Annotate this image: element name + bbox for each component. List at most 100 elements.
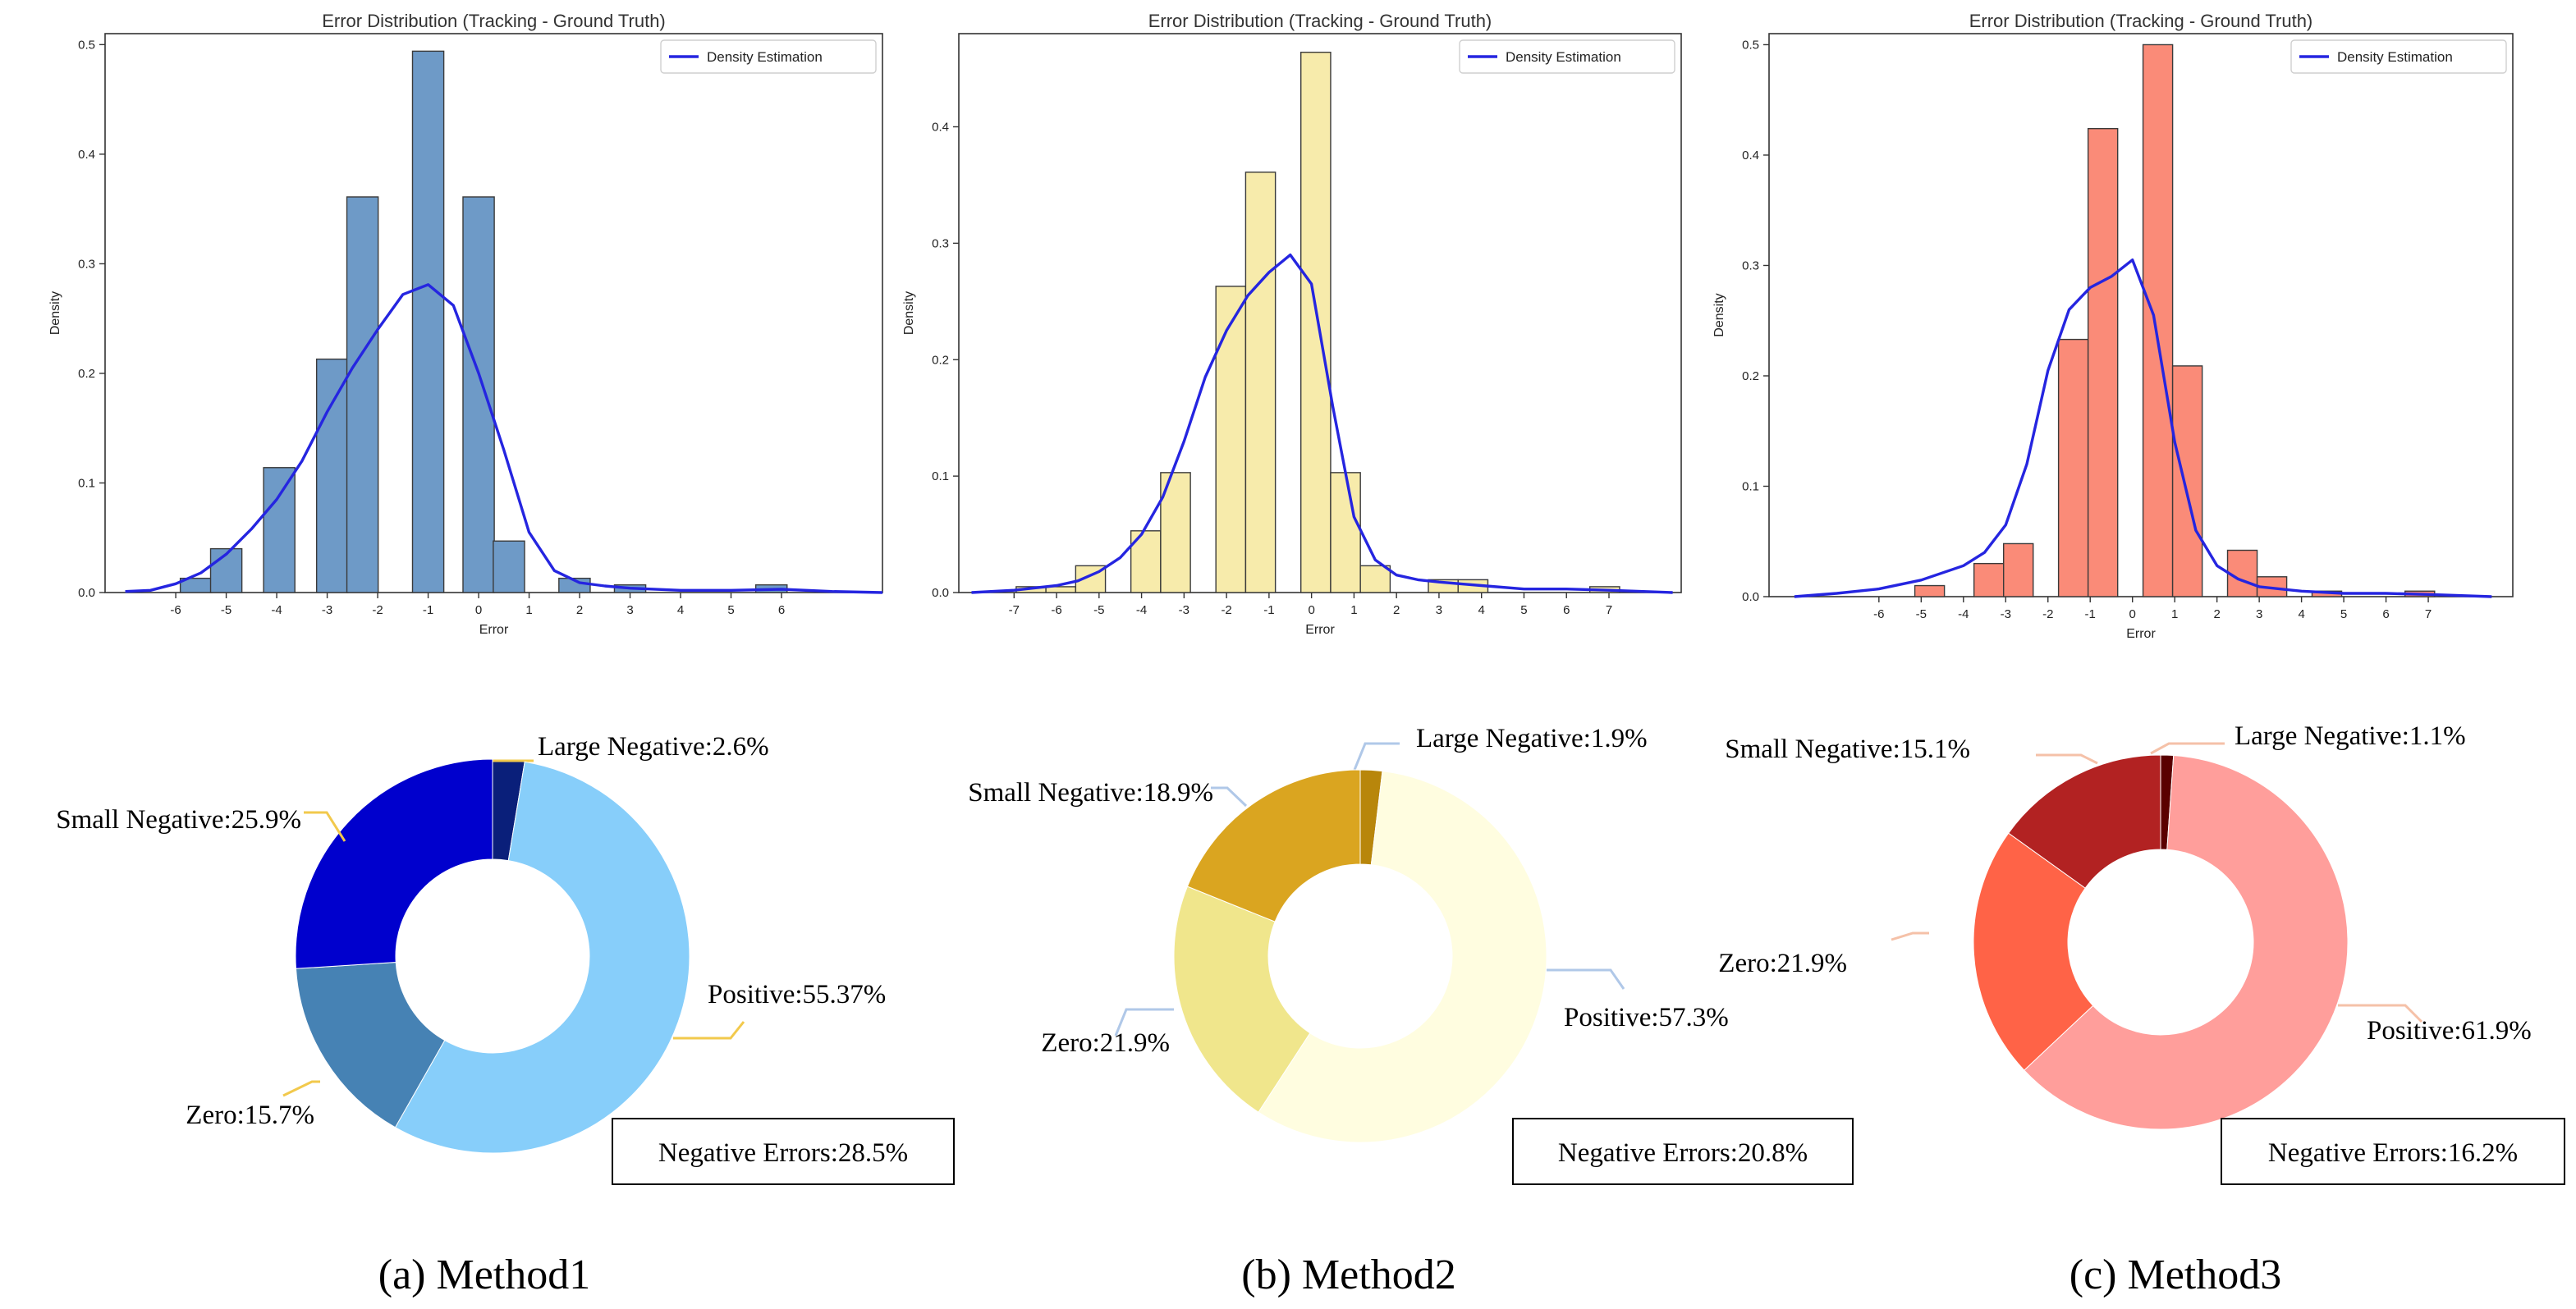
leader-line	[1547, 968, 1625, 990]
x-tick-label: 6	[778, 603, 785, 617]
leader-line	[1114, 1008, 1174, 1037]
donut-slice	[394, 761, 690, 1154]
x-tick-label: -2	[372, 603, 383, 617]
histogram-chart: Error Distribution (Tracking - Ground Tr…	[48, 11, 883, 637]
x-axis-label: Error	[479, 623, 509, 637]
histogram-bar	[1215, 286, 1247, 593]
x-tick-label: -1	[1263, 603, 1274, 617]
chart-title: Error Distribution (Tracking - Ground Tr…	[1969, 11, 2313, 31]
y-tick-label: 0.1	[932, 469, 949, 483]
panel-2: Error Distribution (Tracking - Ground Tr…	[902, 11, 1854, 1298]
donut-chart: Large Negative:2.6% Positive:55.37% Zero:1…	[56, 732, 955, 1185]
slice-label: Zero:15.7%	[186, 1101, 314, 1130]
density-line	[971, 253, 1673, 594]
legend-box	[2290, 39, 2507, 74]
y-tick-label: 0.2	[1742, 369, 1759, 383]
slice-label: Zero:21.9%	[1041, 1028, 1170, 1058]
x-tick-label: 2	[2213, 607, 2220, 621]
y-tick-label: 0.4	[932, 121, 949, 135]
x-tick-label: -4	[1136, 603, 1147, 617]
legend-label: Density Estimation	[707, 49, 823, 65]
y-axis-label: Density	[902, 291, 916, 335]
negative-errors-label: Negative Errors:20.8%	[1558, 1138, 1808, 1168]
x-tick-label: 1	[525, 603, 532, 617]
histogram-bar	[2002, 542, 2034, 597]
plot-frame	[1768, 33, 2514, 597]
y-tick-label: 0.3	[1742, 259, 1759, 272]
y-tick-label: 0.0	[78, 586, 95, 600]
donut-slice	[2008, 754, 2161, 889]
negative-errors-label: Negative Errors:28.5%	[658, 1138, 908, 1168]
panel-caption: (a) Method1	[378, 1252, 590, 1298]
x-tick-label: -2	[1221, 603, 1231, 617]
x-tick-label: -1	[423, 603, 433, 617]
y-tick-label: 0.3	[932, 236, 949, 250]
histogram-bar	[1973, 562, 2005, 597]
x-tick-label: 4	[677, 603, 684, 617]
donut-slice	[1186, 769, 1361, 922]
leader-line	[2338, 1004, 2423, 1023]
x-tick-label: 4	[2298, 607, 2304, 621]
histogram-bar	[2087, 127, 2119, 597]
donut-slice	[295, 758, 493, 969]
leader-line	[282, 1080, 320, 1097]
donut-slice	[1973, 832, 2094, 1071]
donut-slice	[1258, 771, 1547, 1143]
legend-label: Density Estimation	[1506, 49, 1621, 65]
panel-1: Error Distribution (Tracking - Ground Tr…	[48, 11, 955, 1298]
legend: Density Estimation	[2290, 39, 2507, 74]
leader-line	[673, 1021, 745, 1040]
panel-caption: (c) Method3	[2070, 1252, 2281, 1298]
slice-label: Small Negative:25.9%	[56, 805, 301, 835]
x-tick-label: -3	[1179, 603, 1189, 617]
x-tick-label: 3	[2256, 607, 2262, 621]
slice-label: Large Negative:1.9%	[1416, 724, 1648, 753]
x-tick-label: 5	[2340, 607, 2347, 621]
negative-errors-box	[612, 1118, 955, 1185]
donut-slice	[295, 961, 446, 1128]
histogram-bar	[411, 50, 445, 593]
x-tick-label: 0	[2129, 607, 2136, 621]
leader-line	[2036, 753, 2098, 765]
y-tick-label: 0.1	[1742, 479, 1759, 493]
y-tick-label: 0.4	[1742, 149, 1759, 162]
x-tick-label: 7	[1606, 603, 1612, 617]
panel-caption: (b) Method2	[1241, 1252, 1455, 1298]
x-tick-label: 4	[1478, 603, 1485, 617]
donut-slice	[1173, 886, 1311, 1113]
x-tick-label: 6	[1563, 603, 1570, 617]
slice-label: Zero:21.9%	[1718, 949, 1847, 978]
negative-errors-box	[2221, 1118, 2565, 1185]
donut-chart: Large Negative:1.1% Positive:61.9% Zero:21…	[1718, 721, 2565, 1185]
x-tick-label: 3	[1436, 603, 1442, 617]
legend-label: Density Estimation	[2337, 49, 2453, 65]
x-axis-label: Error	[2126, 627, 2156, 641]
slice-label: Positive:55.37%	[708, 980, 886, 1009]
x-tick-label: 5	[1520, 603, 1527, 617]
x-tick-label: 2	[1393, 603, 1400, 617]
x-tick-label: -5	[221, 603, 231, 617]
y-tick-label: 0.2	[78, 367, 95, 381]
slice-label: Small Negative:15.1%	[1725, 735, 1970, 764]
histogram-bar	[2226, 549, 2258, 597]
histogram-bar	[2171, 365, 2203, 597]
x-tick-label: 0	[1308, 603, 1314, 617]
slice-label: Large Negative:1.1%	[2235, 721, 2466, 751]
slice-label: Large Negative:2.6%	[538, 732, 769, 762]
y-tick-label: 0.0	[932, 586, 949, 600]
x-tick-label: -4	[271, 603, 282, 617]
histogram-bar	[263, 467, 296, 593]
y-tick-label: 0.5	[1742, 38, 1759, 52]
x-tick-label: 1	[2171, 607, 2178, 621]
y-tick-label: 0.1	[78, 476, 95, 490]
x-tick-label: 3	[626, 603, 633, 617]
x-tick-label: -6	[1873, 607, 1884, 621]
x-tick-label: -2	[2042, 607, 2053, 621]
chart-title: Error Distribution (Tracking - Ground Tr…	[1148, 11, 1492, 31]
histogram-bar	[346, 196, 379, 593]
x-tick-label: -3	[2001, 607, 2011, 621]
slice-label: Small Negative:18.9%	[968, 778, 1213, 808]
x-tick-label: -7	[1009, 603, 1020, 617]
histogram-bar	[315, 358, 349, 593]
x-tick-label: -6	[1051, 603, 1061, 617]
